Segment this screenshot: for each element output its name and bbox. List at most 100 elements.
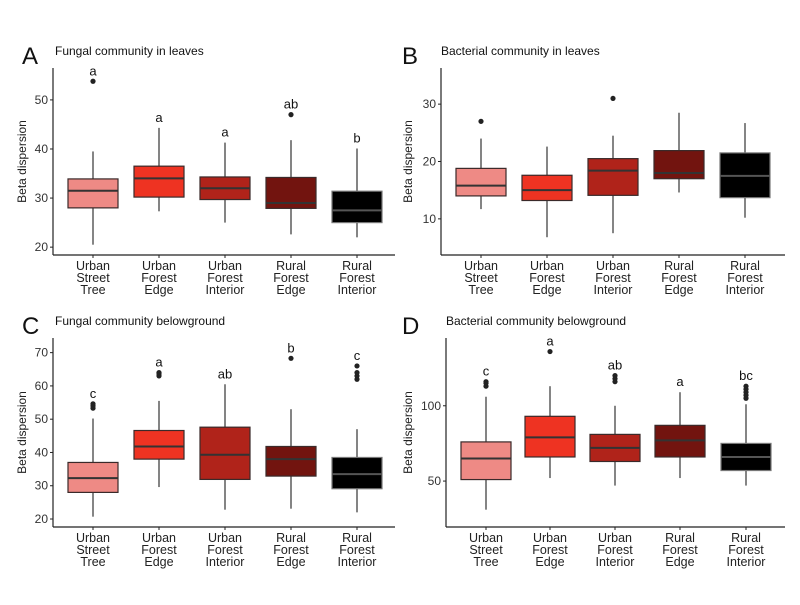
outlier-point bbox=[478, 118, 484, 124]
significance-letter: b bbox=[287, 340, 294, 355]
x-category-label: Urban bbox=[596, 259, 630, 273]
significance-letter: c bbox=[90, 386, 97, 401]
significance-letter: c bbox=[354, 348, 361, 363]
panel-d: D Bacterial community belowground Beta dis… bbox=[401, 313, 785, 569]
significance-letter: ab bbox=[284, 97, 298, 112]
x-category-label: Forest bbox=[532, 543, 568, 557]
x-category-label: Edge bbox=[144, 555, 173, 569]
panel-letter: D bbox=[402, 313, 419, 340]
x-category-label: Rural bbox=[342, 531, 372, 545]
x-category-label: Tree bbox=[468, 283, 493, 297]
x-category-label: Forest bbox=[273, 271, 309, 285]
x-category-label: Edge bbox=[144, 283, 173, 297]
panel-title: Fungal community in leaves bbox=[55, 44, 204, 58]
significance-letter: a bbox=[155, 355, 163, 370]
box-iqr bbox=[133, 165, 185, 198]
y-axis-label: Beta dispersion bbox=[401, 120, 415, 203]
x-category-label: Street bbox=[76, 543, 110, 557]
x-category-label: Tree bbox=[80, 283, 105, 297]
x-category-label: Urban bbox=[142, 531, 176, 545]
y-tick-label: 40 bbox=[35, 445, 49, 459]
x-category-label: Rural bbox=[342, 259, 372, 273]
panel-letter: A bbox=[22, 43, 38, 70]
x-category-label: Forest bbox=[339, 271, 375, 285]
significance-letter: a bbox=[155, 110, 163, 125]
x-category-label: Urban bbox=[530, 259, 564, 273]
panel-b: B Bacterial community in leaves Beta dispe… bbox=[401, 43, 785, 297]
x-category-label: Rural bbox=[730, 259, 760, 273]
box-iqr bbox=[67, 178, 119, 209]
y-tick-label: 100 bbox=[421, 399, 441, 413]
box-iqr bbox=[455, 167, 507, 197]
panel-letter: B bbox=[402, 43, 418, 70]
significance-letter: a bbox=[676, 374, 684, 389]
significance-letter: a bbox=[89, 63, 97, 78]
y-tick-label: 30 bbox=[423, 97, 437, 111]
outlier-point bbox=[610, 95, 616, 102]
y-axis-label: Beta dispersion bbox=[401, 391, 415, 474]
x-category-label: Forest bbox=[595, 271, 631, 285]
x-category-label: Edge bbox=[665, 555, 694, 569]
x-category-label: Interior bbox=[338, 555, 377, 569]
x-category-label: Urban bbox=[208, 531, 242, 545]
y-tick-label: 40 bbox=[35, 142, 49, 156]
x-category-label: Interior bbox=[726, 283, 765, 297]
x-category-label: Interior bbox=[206, 555, 245, 569]
x-category-label: Forest bbox=[141, 271, 177, 285]
outlier-point bbox=[483, 379, 489, 385]
significance-letter: a bbox=[546, 334, 554, 349]
x-category-label: Rural bbox=[664, 259, 694, 273]
y-tick-label: 60 bbox=[35, 379, 49, 393]
y-tick-label: 20 bbox=[35, 512, 49, 526]
x-category-label: Urban bbox=[469, 531, 503, 545]
panel-title: Fungal community belowground bbox=[55, 314, 225, 328]
x-category-label: Street bbox=[76, 271, 110, 285]
x-category-label: Forest bbox=[662, 543, 698, 557]
outlier-point bbox=[288, 355, 294, 361]
x-category-label: Tree bbox=[473, 555, 498, 569]
x-category-label: Edge bbox=[532, 283, 561, 297]
x-category-label: Urban bbox=[464, 259, 498, 273]
y-tick-label: 50 bbox=[35, 412, 49, 426]
x-category-label: Interior bbox=[594, 283, 633, 297]
box-iqr bbox=[521, 174, 573, 202]
y-tick-label: 20 bbox=[423, 155, 437, 169]
box-iqr bbox=[653, 150, 705, 180]
x-category-label: Interior bbox=[206, 283, 245, 297]
panel-title: Bacterial community in leaves bbox=[441, 44, 600, 58]
outlier-point bbox=[612, 373, 618, 379]
x-category-label: Forest bbox=[273, 543, 309, 557]
x-category-label: Tree bbox=[80, 555, 105, 569]
x-category-label: Edge bbox=[276, 555, 305, 569]
x-category-label: Forest bbox=[141, 543, 177, 557]
x-category-label: Forest bbox=[207, 271, 243, 285]
outlier-point bbox=[354, 370, 360, 376]
x-category-label: Urban bbox=[598, 531, 632, 545]
panel-c: C Fungal community belowground Beta disper… bbox=[15, 313, 395, 569]
y-tick-label: 30 bbox=[35, 191, 49, 205]
x-category-label: Forest bbox=[529, 271, 565, 285]
y-tick-label: 70 bbox=[35, 346, 49, 360]
x-category-label: Forest bbox=[727, 271, 763, 285]
x-category-label: Forest bbox=[728, 543, 764, 557]
x-category-label: Edge bbox=[535, 555, 564, 569]
panel-letter: C bbox=[22, 313, 39, 340]
x-category-label: Rural bbox=[665, 531, 695, 545]
x-category-label: Interior bbox=[727, 555, 766, 569]
x-category-label: Street bbox=[464, 271, 498, 285]
significance-letter: ab bbox=[608, 358, 622, 373]
y-tick-label: 20 bbox=[35, 240, 49, 254]
